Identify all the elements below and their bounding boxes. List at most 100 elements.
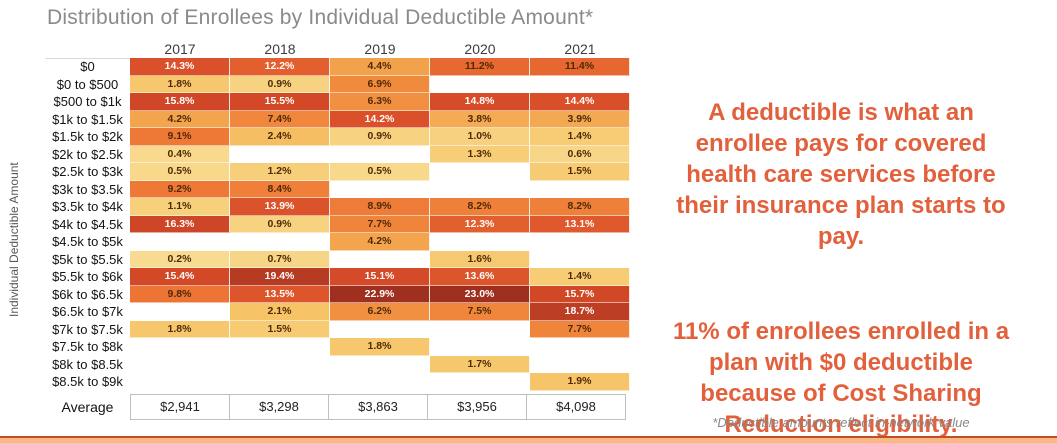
row-label: $500 to $1k: [53, 94, 122, 110]
table-top-divider: [45, 58, 130, 59]
heatmap-cell: [430, 373, 530, 391]
heatmap-cell: [130, 338, 230, 356]
row-label: $3k to $3.5k: [52, 181, 123, 197]
row-label: $2.5k to $3k: [52, 164, 123, 180]
heatmap-cell: 15.4%: [130, 268, 230, 286]
footnote: *Deductible amounts reflect in-network v…: [712, 415, 970, 430]
average-row: Average $2,941 $3,298 $3,863 $3,956 $4,098: [45, 393, 630, 420]
row-label: $2k to $2.5k: [52, 146, 123, 162]
heatmap-row: $7.5k to $8k 1.8%: [45, 338, 630, 356]
average-cells: $2,941 $3,298 $3,863 $3,956 $4,098: [130, 393, 626, 420]
heatmap-cell: [530, 75, 630, 93]
heatmap-cell: [130, 373, 230, 391]
heatmap-cell: 8.4%: [230, 180, 330, 198]
callout-text-panel: A deductible is what an enrollee pays fo…: [632, 66, 1050, 443]
heatmap-cell: 2.1%: [230, 303, 330, 321]
column-header-year: 2020: [464, 41, 496, 57]
deductible-definition-text: A deductible is what an enrollee pays fo…: [676, 99, 1006, 250]
heatmap-row: $2k to $2.5k 0.4% 1.3% 0.6%: [45, 145, 630, 163]
heatmap-cell: 1.3%: [430, 145, 530, 163]
row-label: $6k to $6.5k: [52, 286, 123, 302]
heatmap-cell: 3.9%: [530, 110, 630, 128]
heatmap-row: $6.5k to $7k 2.1% 6.2% 7.5% 18.7%: [45, 303, 630, 321]
row-label: $5.5k to $6k: [52, 269, 123, 285]
heatmap-cell: [330, 355, 430, 373]
heatmap-cell: 2.4%: [230, 128, 330, 146]
row-label: $8k to $8.5k: [52, 356, 123, 372]
heatmap-cell: 11.2%: [430, 58, 530, 76]
heatmap-cell: 0.6%: [530, 145, 630, 163]
row-label: $7k to $7.5k: [52, 321, 123, 337]
heatmap-cell: 0.7%: [230, 250, 330, 268]
average-cell: $3,956: [427, 393, 527, 420]
heatmap-cell: [430, 338, 530, 356]
heatmap-cell: [530, 338, 630, 356]
heatmap-row: $1.5k to $2k 9.1% 2.4% 0.9% 1.0% 1.4%: [45, 128, 630, 146]
heatmap-row: $3k to $3.5k 9.2% 8.4%: [45, 180, 630, 198]
row-label: $0 to $500: [56, 76, 119, 92]
heatmap-cell: 15.7%: [530, 285, 630, 303]
heatmap-cell: [530, 180, 630, 198]
row-label: $5k to $5.5k: [52, 251, 123, 267]
heatmap-cell: 6.9%: [330, 75, 430, 93]
row-label: $1.5k to $2k: [52, 129, 123, 145]
row-label: $4.5k to $5k: [52, 234, 123, 250]
heatmap-cell: [230, 233, 330, 251]
heatmap-cell: [330, 180, 430, 198]
heatmap-cell: [230, 145, 330, 163]
heatmap-cell: 8.2%: [530, 198, 630, 216]
heatmap-cell: 7.4%: [230, 110, 330, 128]
heatmap-cell: 4.4%: [330, 58, 430, 76]
heatmap-cell: 1.7%: [430, 355, 530, 373]
heatmap-cell: [130, 233, 230, 251]
heatmap-cell: 15.1%: [330, 268, 430, 286]
heatmap-row: $1k to $1.5k 4.2% 7.4% 14.2% 3.8% 3.9%: [45, 110, 630, 128]
heatmap-cell: 4.2%: [130, 110, 230, 128]
heatmap-cell: [530, 233, 630, 251]
heatmap-cell: [430, 75, 530, 93]
heatmap-row: $8k to $8.5k 1.7%: [45, 355, 630, 373]
heatmap-cell: 1.4%: [530, 128, 630, 146]
heatmap-cell: 11.4%: [530, 58, 630, 76]
row-label: $4k to $4.5k: [52, 216, 123, 232]
heatmap-cell: 9.2%: [130, 180, 230, 198]
heatmap-row: $7k to $7.5k 1.8% 1.5% 7.7%: [45, 320, 630, 338]
heatmap-cell: 1.0%: [430, 128, 530, 146]
heatmap-cell: 13.1%: [530, 215, 630, 233]
heatmap-cell: 7.7%: [330, 215, 430, 233]
heatmap-cell: 8.2%: [430, 198, 530, 216]
heatmap-row: $4.5k to $5k 4.2%: [45, 233, 630, 251]
heatmap-row: $5k to $5.5k 0.2% 0.7% 1.6%: [45, 250, 630, 268]
heatmap-cell: 0.5%: [330, 163, 430, 181]
heatmap-row: $2.5k to $3k 0.5% 1.2% 0.5% 1.5%: [45, 163, 630, 181]
y-axis-label: Individual Deductible Amount: [7, 162, 21, 318]
heatmap-cell: 1.5%: [530, 163, 630, 181]
heatmap-cell: 6.3%: [330, 93, 430, 111]
heatmap-row: $8.5k to $9k 1.9%: [45, 373, 630, 391]
heatmap-cell: 14.2%: [330, 110, 430, 128]
heatmap-cell: [230, 338, 330, 356]
heatmap-cell: 4.2%: [330, 233, 430, 251]
heatmap-cell: [530, 250, 630, 268]
heatmap-row: $3.5k to $4k 1.1% 13.9% 8.9% 8.2% 8.2%: [45, 198, 630, 216]
heatmap-cell: [430, 233, 530, 251]
heatmap-row: $0 to $500 1.8% 0.9% 6.9%: [45, 75, 630, 93]
column-header-year: 2017: [164, 41, 196, 57]
average-cell: $2,941: [130, 393, 230, 420]
heatmap-cell: 1.8%: [330, 338, 430, 356]
row-label: $7.5k to $8k: [52, 339, 123, 355]
heatmap-cell: 0.9%: [230, 75, 330, 93]
row-label: $3.5k to $4k: [52, 199, 123, 215]
heatmap-cell: 1.5%: [230, 320, 330, 338]
heatmap-row: $5.5k to $6k 15.4% 19.4% 15.1% 13.6% 1.4%: [45, 268, 630, 286]
heatmap-cell: [230, 373, 330, 391]
heatmap-cell: [130, 303, 230, 321]
heatmap-cell: [330, 320, 430, 338]
heatmap-cell: 1.1%: [130, 198, 230, 216]
heatmap-cell: 3.8%: [430, 110, 530, 128]
heatmap-row: $4k to $4.5k 16.3% 0.9% 7.7% 12.3% 13.1%: [45, 215, 630, 233]
heatmap-cell: 13.6%: [430, 268, 530, 286]
row-label: $1k to $1.5k: [52, 111, 123, 127]
heatmap-row: $0 14.3% 12.2% 4.4% 11.2% 11.4%: [45, 58, 630, 76]
